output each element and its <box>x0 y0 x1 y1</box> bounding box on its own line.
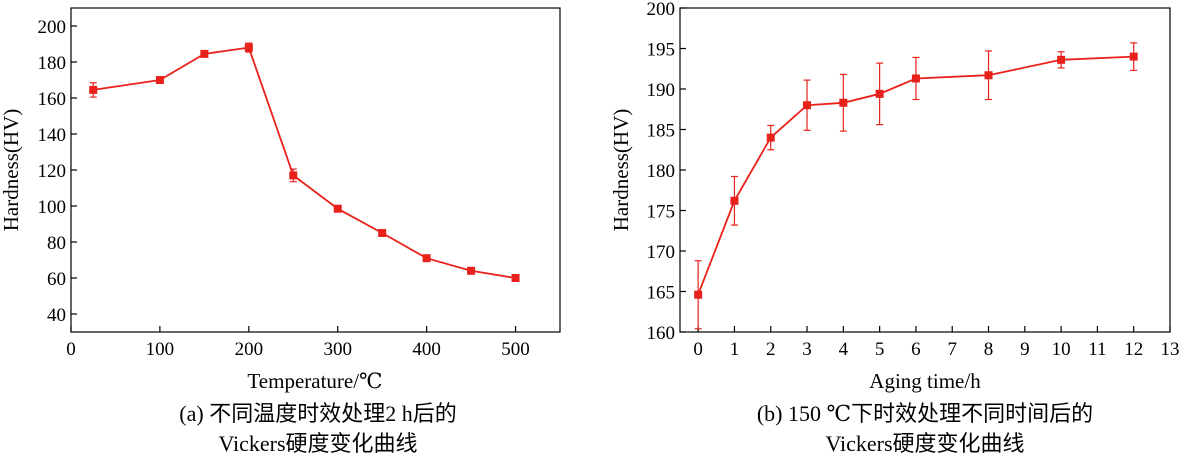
data-point <box>766 133 775 142</box>
data-points-b <box>694 52 1138 299</box>
x-tick-label: 0 <box>66 339 76 360</box>
y-tick-label: 200 <box>647 0 676 20</box>
data-point <box>289 171 298 180</box>
series-line-a <box>93 46 516 279</box>
panel-b: 0 1 2 3 4 5 6 7 8 9 10 11 12 131601651701751801851901… <box>609 0 1180 456</box>
y-tick-label: 180 <box>647 161 676 182</box>
series-line <box>93 46 516 279</box>
y-tick-label: 160 <box>647 323 676 344</box>
y-tick-label: 200 <box>38 17 67 38</box>
caption-b-line1: (b) 150 ℃下时效处理不同时间后的 <box>757 401 1093 426</box>
x-tick-label: 200 <box>235 339 264 360</box>
data-point <box>422 254 431 263</box>
x-tick-label: 2 <box>766 339 776 360</box>
y-axis-label-b: Hardness(HV) <box>609 109 633 231</box>
data-point <box>839 98 848 107</box>
data-point <box>155 76 164 84</box>
y-tick-label: 180 <box>38 53 67 74</box>
y-axis-label-a: Hardness(HV) <box>0 109 23 231</box>
caption-a-line2: Vickers硬度变化曲线 <box>218 431 417 456</box>
y-tick-label: 160 <box>38 89 67 110</box>
data-point <box>1129 52 1138 61</box>
data-points-a <box>89 43 520 282</box>
y-tick-label: 120 <box>38 161 67 182</box>
y-tick-label: 190 <box>647 80 676 101</box>
y-tick-label: 140 <box>38 125 67 146</box>
y-tick-label: 195 <box>647 40 676 61</box>
data-point <box>511 274 520 282</box>
data-point <box>694 290 703 299</box>
y-tick-label: 60 <box>47 269 66 290</box>
series-line-b <box>697 55 1134 296</box>
y-tick-label: 40 <box>47 305 66 326</box>
data-point <box>911 74 920 83</box>
x-tick-label: 500 <box>501 339 530 360</box>
error-bars-a <box>89 42 520 280</box>
data-point <box>984 71 993 80</box>
data-point <box>1057 55 1066 64</box>
x-tick-label: 5 <box>875 339 885 360</box>
plot-frame-a <box>70 7 561 333</box>
data-point <box>803 101 812 110</box>
y-tick-label: 80 <box>47 233 66 254</box>
panel-a: 0 100 200 300 400 500 40 60 80 100 120 140 160 180 200… <box>0 7 561 456</box>
caption-a-line1: (a) 不同温度时效处理2 h后的 <box>179 401 456 426</box>
data-point <box>89 85 98 94</box>
x-tick-label: 6 <box>911 339 921 360</box>
data-point <box>378 229 387 237</box>
x-tick-label: 8 <box>984 339 994 360</box>
x-tick-label: 3 <box>802 339 812 360</box>
y-tick-label: 165 <box>647 283 676 304</box>
x-tick-label: 10 <box>1052 339 1071 360</box>
data-point <box>244 43 253 52</box>
x-tick-label: 400 <box>412 339 441 360</box>
data-point <box>730 196 739 205</box>
y-tick-label: 100 <box>38 197 67 218</box>
caption-b-line2: Vickers硬度变化曲线 <box>825 431 1024 456</box>
x-axis-label-a: Temperature/℃ <box>247 369 382 393</box>
x-tick-label: 4 <box>839 339 849 360</box>
data-point <box>875 89 884 98</box>
data-point <box>200 49 209 58</box>
data-point <box>333 204 342 213</box>
ticks-a: 0 100 200 300 400 500 40 60 80 100 120 140 160 180 200 <box>38 17 530 360</box>
x-tick-label: 1 <box>730 339 740 360</box>
x-tick-label: 13 <box>1161 339 1180 360</box>
x-tick-label: 100 <box>146 339 175 360</box>
x-tick-label: 9 <box>1020 339 1030 360</box>
plot-frame-b <box>679 7 1171 333</box>
y-tick-label: 170 <box>647 242 676 263</box>
error-bars-b <box>694 42 1138 330</box>
x-tick-label: 12 <box>1124 339 1143 360</box>
data-point <box>467 266 476 275</box>
x-tick-label: 7 <box>947 339 957 360</box>
ticks-b: 0 1 2 3 4 5 6 7 8 9 10 11 12 131601651701751801851901… <box>647 0 1180 360</box>
y-tick-label: 175 <box>647 202 676 223</box>
y-tick-label: 185 <box>647 121 676 142</box>
x-axis-label-b: Aging time/h <box>869 369 981 393</box>
x-tick-label: 300 <box>323 339 352 360</box>
series-line <box>697 55 1134 296</box>
x-tick-label: 11 <box>1088 339 1106 360</box>
x-tick-label: 0 <box>693 339 703 360</box>
